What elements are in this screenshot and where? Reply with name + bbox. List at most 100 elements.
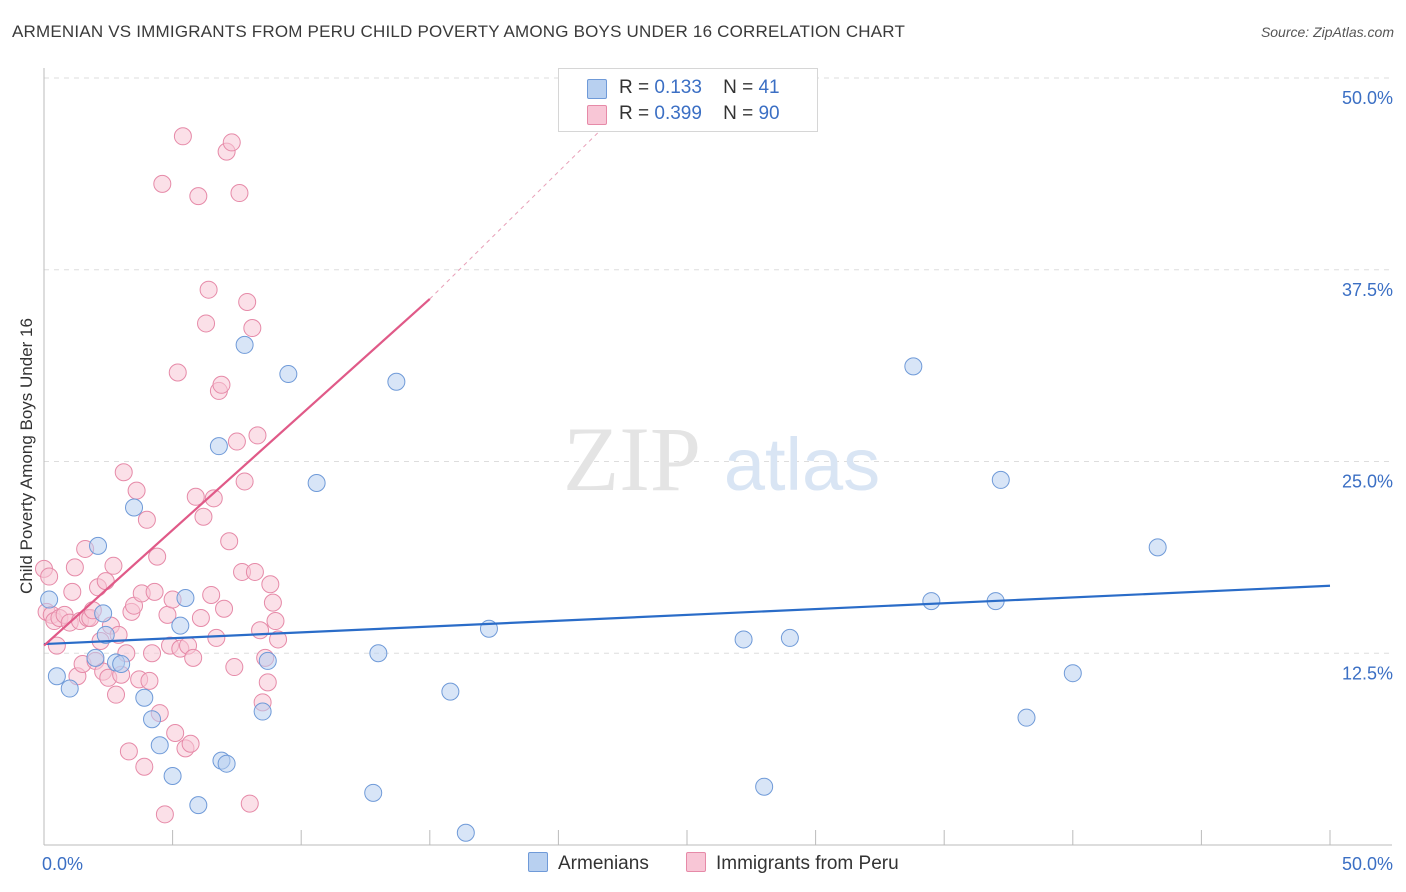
armenians-point-26 <box>369 644 388 663</box>
legend-r-label-armenians: R = <box>619 77 650 98</box>
peru-point-78 <box>240 794 259 813</box>
peru-point-86 <box>261 575 280 594</box>
peru-point-40 <box>143 644 162 663</box>
peru-point-2 <box>40 567 59 586</box>
armenians-point-39 <box>1063 664 1082 683</box>
armenians-point-8 <box>112 654 131 673</box>
peru-point-71 <box>222 133 241 152</box>
peru-point-55 <box>181 734 200 753</box>
peru-point-31 <box>119 742 138 761</box>
peru-point-39 <box>140 671 159 690</box>
peru-point-37 <box>135 757 154 776</box>
armenians-point-28 <box>441 682 460 701</box>
armenians-point-19 <box>217 754 236 773</box>
axes <box>43 68 1392 846</box>
armenians-point-22 <box>258 651 277 670</box>
peru-point-80 <box>245 562 264 581</box>
armenians-point-29 <box>456 823 475 842</box>
armenians-point-13 <box>163 766 182 785</box>
peru-point-42 <box>148 547 167 566</box>
peru-point-56 <box>184 648 203 667</box>
peru-trend-extension <box>429 120 611 300</box>
x-tick-label-0: 0.0% <box>42 854 83 874</box>
legend-n-label-armenians: N = <box>723 77 754 98</box>
armenians-point-15 <box>176 589 195 608</box>
peru-point-74 <box>230 184 249 203</box>
peru-point-52 <box>173 127 192 146</box>
peru-trend-line <box>43 298 431 647</box>
peru-point-29 <box>114 463 133 482</box>
armenians-point-23 <box>279 365 298 384</box>
peru-point-10 <box>65 558 84 577</box>
peru-point-61 <box>197 314 216 333</box>
armenians-point-32 <box>755 777 774 796</box>
peru-point-34 <box>127 481 146 500</box>
watermark-zip: ZIP <box>563 408 701 510</box>
chart-title: ARMENIAN VS IMMIGRANTS FROM PERU CHILD P… <box>12 22 906 41</box>
correlation-legend: R = 0.133 N = 41 R = 0.399 N = 90 <box>558 68 818 132</box>
peru-point-70 <box>220 532 239 551</box>
peru-point-49 <box>166 724 185 743</box>
series-armenians-points <box>40 335 1167 842</box>
peru-point-88 <box>266 612 285 631</box>
peru-point-65 <box>207 628 226 647</box>
armenians-point-17 <box>209 437 228 456</box>
armenians-point-14 <box>171 616 190 635</box>
armenians-point-21 <box>253 702 272 721</box>
armenians-point-5 <box>94 604 113 623</box>
armenians-point-16 <box>189 796 208 815</box>
bottom-legend-swatch-peru <box>686 852 706 872</box>
armenians-point-0 <box>40 590 59 609</box>
armenians-point-24 <box>307 473 326 492</box>
peru-point-85 <box>258 673 277 692</box>
legend-r-value-peru: 0.399 <box>654 103 702 124</box>
armenians-point-9 <box>125 498 144 517</box>
armenians-point-40 <box>1148 538 1167 557</box>
y-tick-label-2: 37.5% <box>1342 280 1393 300</box>
legend-swatch-peru <box>587 105 607 125</box>
legend-r-label-peru: R = <box>619 103 650 124</box>
peru-point-82 <box>251 621 270 640</box>
armenians-point-10 <box>135 688 154 707</box>
bottom-legend-label-armenians: Armenians <box>558 853 649 874</box>
armenians-point-31 <box>734 630 753 649</box>
peru-point-87 <box>263 593 282 612</box>
armenians-trend-line <box>43 584 1331 646</box>
bottom-legend-label-peru: Immigrants from Peru <box>716 853 899 874</box>
armenians-point-35 <box>922 592 941 611</box>
peru-point-68 <box>215 599 234 618</box>
peru-point-63 <box>202 585 221 604</box>
peru-point-59 <box>191 608 210 627</box>
peru-point-25 <box>104 556 123 575</box>
armenians-point-33 <box>780 628 799 647</box>
peru-point-76 <box>235 472 254 491</box>
trend-lines <box>43 120 1331 647</box>
peru-point-45 <box>155 805 174 824</box>
peru-point-22 <box>96 572 115 591</box>
tick-labels: 12.5% 25.0% 37.5% 50.0% 0.0% 50.0% <box>42 88 1393 874</box>
armenians-point-6 <box>96 625 115 644</box>
armenians-point-3 <box>86 648 105 667</box>
peru-point-64 <box>204 489 223 508</box>
series-peru-points <box>35 127 288 824</box>
peru-point-60 <box>194 507 213 526</box>
peru-point-9 <box>63 582 82 601</box>
bottom-legend-peru: Immigrants from Peru <box>686 852 899 875</box>
armenians-point-4 <box>89 536 108 555</box>
armenians-point-27 <box>387 372 406 391</box>
peru-point-5 <box>47 636 66 655</box>
peru-point-79 <box>243 319 262 338</box>
legend-swatch-armenians <box>587 79 607 99</box>
legend-n-label-peru: N = <box>723 103 754 124</box>
source-label: Source: ZipAtlas.com <box>1260 24 1394 40</box>
armenians-point-1 <box>47 667 66 686</box>
legend-n-value-armenians: 41 <box>758 77 780 98</box>
peru-point-62 <box>199 280 218 299</box>
peru-point-77 <box>238 292 257 311</box>
peru-point-41 <box>145 582 164 601</box>
bottom-legend-swatch-armenians <box>528 852 548 872</box>
armenians-point-38 <box>1017 708 1036 727</box>
peru-point-26 <box>107 685 126 704</box>
x-tick-label-1: 50.0% <box>1342 854 1393 874</box>
watermark-atlas: atlas <box>724 423 880 506</box>
